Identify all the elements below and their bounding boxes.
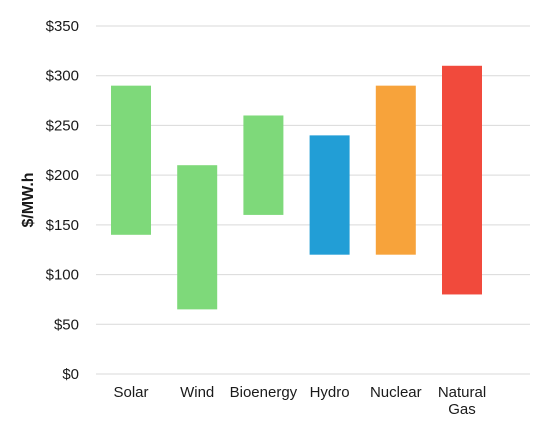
y-tick-label: $0 bbox=[62, 366, 79, 383]
range-bar bbox=[442, 65, 482, 295]
y-tick-label: $200 bbox=[46, 167, 79, 184]
range-bar bbox=[111, 85, 151, 235]
y-tick-label: $350 bbox=[46, 18, 79, 35]
x-category-label: Solar bbox=[113, 384, 148, 401]
x-category-label: Nuclear bbox=[370, 384, 422, 401]
x-category-label: Wind bbox=[180, 384, 214, 401]
x-category-label: Hydro bbox=[310, 384, 350, 401]
y-tick-label: $150 bbox=[46, 217, 79, 234]
y-tick-label: $50 bbox=[54, 316, 79, 333]
range-bar bbox=[177, 165, 218, 310]
y-tick-label: $100 bbox=[46, 267, 79, 284]
range-bar bbox=[243, 115, 284, 215]
x-axis-category-labels: Solar Wind Bioenergy Hydro Nuclear Natural Gas bbox=[113, 384, 486, 418]
range-bar bbox=[309, 135, 350, 255]
x-category-label: Natural Gas bbox=[438, 384, 486, 418]
y-tick-label: $300 bbox=[46, 68, 79, 85]
x-category-label: Bioenergy bbox=[230, 384, 298, 401]
range-bar bbox=[375, 85, 416, 255]
range-bars bbox=[111, 65, 482, 310]
y-tick-label: $250 bbox=[46, 117, 79, 134]
y-axis-title: $/MW.h bbox=[20, 172, 37, 227]
y-axis-tick-labels: $0 $50 $100 $150 $200 $250 $300 $350 bbox=[46, 18, 79, 383]
